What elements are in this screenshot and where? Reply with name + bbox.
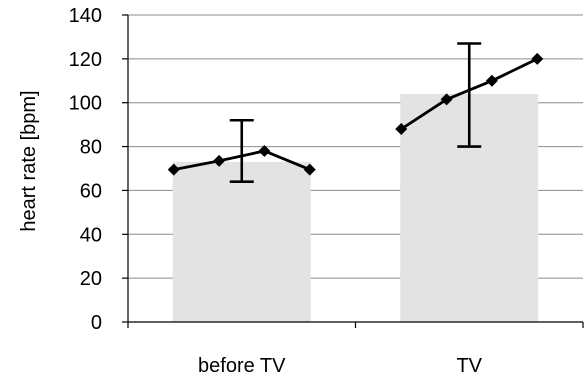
y-tick-label-140: 140	[69, 5, 102, 27]
x-tick-label-1: before TV	[198, 355, 286, 377]
point-1-1	[167, 163, 180, 176]
y-tick-label-40: 40	[80, 224, 102, 246]
y-tick-label-60: 60	[80, 180, 102, 202]
y-tick-label-20: 20	[80, 268, 102, 290]
y-tick-label-0: 0	[91, 312, 102, 334]
point-2-1	[395, 123, 408, 136]
y-axis-title: heart rate [bpm]	[18, 90, 40, 231]
point-1-2	[213, 154, 226, 167]
error-bars	[229, 42, 482, 183]
point-2-4	[531, 52, 544, 65]
y-tick-label-100: 100	[69, 93, 102, 115]
axes	[122, 14, 584, 328]
tick-labels: 0 20 40 60 80 100 120 140 before TV TV	[69, 5, 483, 377]
y-tick-label-120: 120	[69, 49, 102, 71]
point-2-3	[485, 74, 498, 87]
y-tick-label-80: 80	[80, 137, 102, 159]
x-tick-label-2: TV	[456, 355, 482, 377]
bars	[172, 93, 539, 322]
point-1-3	[258, 144, 271, 157]
point-1-4	[303, 163, 316, 176]
bar-1	[172, 161, 311, 322]
point-2-2	[440, 93, 453, 106]
